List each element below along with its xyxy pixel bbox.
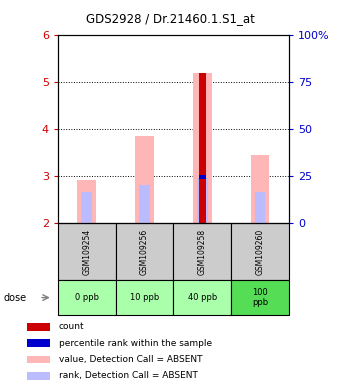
Text: GDS2928 / Dr.21460.1.S1_at: GDS2928 / Dr.21460.1.S1_at: [86, 12, 254, 25]
Bar: [231, 223, 289, 280]
Bar: [231, 280, 289, 315]
Text: dose: dose: [3, 293, 27, 303]
Text: GSM109260: GSM109260: [256, 228, 265, 275]
Bar: [27, 372, 50, 380]
Text: 0 ppb: 0 ppb: [75, 293, 99, 302]
Bar: [173, 280, 231, 315]
Bar: [197, 178, 207, 223]
Bar: [199, 175, 206, 179]
Bar: [193, 73, 211, 223]
Text: percentile rank within the sample: percentile rank within the sample: [59, 339, 212, 348]
Bar: [27, 323, 50, 331]
Bar: [27, 356, 50, 363]
Text: GSM109258: GSM109258: [198, 228, 207, 275]
Bar: [139, 185, 150, 223]
Bar: [116, 223, 173, 280]
Bar: [78, 180, 96, 223]
Bar: [251, 154, 269, 223]
Bar: [255, 192, 265, 223]
Bar: [27, 339, 50, 347]
Text: count: count: [59, 323, 85, 331]
Bar: [58, 280, 116, 315]
Text: 100
ppb: 100 ppb: [252, 288, 268, 307]
Bar: [82, 192, 92, 223]
Bar: [173, 223, 231, 280]
Text: 40 ppb: 40 ppb: [188, 293, 217, 302]
Bar: [58, 223, 116, 280]
Bar: [135, 136, 154, 223]
Bar: [116, 280, 173, 315]
Text: GSM109254: GSM109254: [82, 228, 91, 275]
Text: rank, Detection Call = ABSENT: rank, Detection Call = ABSENT: [59, 371, 198, 380]
Text: GSM109256: GSM109256: [140, 228, 149, 275]
Text: 10 ppb: 10 ppb: [130, 293, 159, 302]
Text: value, Detection Call = ABSENT: value, Detection Call = ABSENT: [59, 355, 203, 364]
Bar: [199, 73, 206, 223]
